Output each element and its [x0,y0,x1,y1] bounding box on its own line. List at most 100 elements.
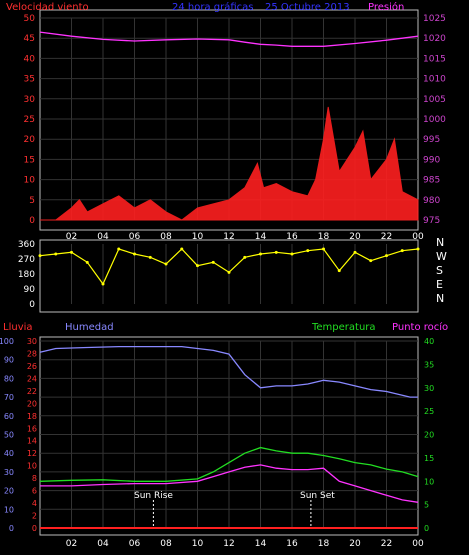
humidity-tick-label: 30 [4,468,14,477]
direction-point [369,259,373,263]
humidity-tick-label: 100 [0,337,14,346]
wind-tick-label: 10 [24,176,36,186]
top-x-tick-label: 08 [160,232,172,242]
wind-tick-label: 20 [24,135,36,145]
bottom-x-tick-label: 00 [412,539,424,549]
humidity-tick-label: 40 [4,449,14,458]
dewpoint-series [40,464,419,503]
rain-tick-label: 12 [27,449,37,458]
rain-tick-label: 8 [32,474,37,483]
bottom-x-tick-label: 10 [192,539,204,549]
top-x-tick-label: 06 [129,232,141,242]
bottom-x-tick-label: 22 [381,539,392,549]
rain-tick-label: 0 [32,524,37,533]
compass-letter: W [436,250,447,263]
direction-point [306,249,310,253]
top-x-tick-label: 18 [318,232,330,242]
compass-letter: N [436,236,444,249]
rain-tick-label: 28 [27,349,37,358]
temperature-tick-label: 35 [424,360,434,369]
humidity-tick-label: 80 [4,374,14,383]
rain-tick-label: 18 [27,412,37,421]
pressure-tick-label: 1025 [423,14,446,24]
top-x-tick-label: 12 [223,232,234,242]
direction-tick-label: 0 [29,300,35,310]
compass-letter: E [436,278,443,291]
wind-title: Velocidad viento [6,2,89,13]
direction-point [196,264,199,268]
temperature-tick-label: 5 [424,501,429,510]
temperature-tick-label: 10 [424,477,434,486]
temperature-tick-label: 40 [424,337,434,346]
top-x-tick-label: 02 [66,232,77,242]
pressure-tick-label: 1015 [423,54,446,64]
pressure-tick-label: 1005 [423,95,446,105]
rain-tick-label: 20 [27,399,37,408]
pressure-tick-label: 1010 [423,75,446,85]
rain-title: Lluvia [3,322,33,333]
direction-tick-label: 90 [24,285,36,295]
pressure-tick-label: 985 [423,176,440,186]
top-x-tick-label: 00 [412,232,424,242]
rain-tick-label: 22 [27,387,37,396]
wind-tick-label: 50 [24,14,36,24]
top-panel-frame [39,9,419,231]
pressure-tick-label: 1020 [423,34,446,44]
rain-tick-label: 24 [27,374,37,383]
direction-point [385,254,388,258]
direction-point [101,282,105,286]
direction-point [416,247,420,251]
wind-tick-label: 5 [29,196,35,206]
bottom-x-tick-label: 02 [66,539,77,549]
chart-date: 25 Octubre 2013 [265,2,350,13]
wind-tick-label: 30 [24,95,36,105]
top-x-tick-label: 20 [349,232,361,242]
humidity-tick-label: 0 [9,524,14,533]
wind-tick-label: 35 [24,75,35,85]
direction-point [54,252,58,256]
rain-tick-label: 4 [32,499,37,508]
bottom-x-tick-label: 14 [255,539,267,549]
temperature-tick-label: 15 [424,454,434,463]
wind-series [40,106,419,221]
compass-letter: S [436,264,443,277]
direction-point [274,250,278,254]
direction-point [211,260,215,264]
bottom-x-tick-label: 08 [160,539,172,549]
humidity-series [39,345,418,398]
humidity-title: Humedad [65,322,114,333]
direction-point [353,250,357,254]
pressure-tick-label: 995 [423,135,440,145]
wind-tick-label: 25 [24,115,35,125]
rain-tick-label: 16 [27,424,37,433]
pressure-tick-label: 980 [423,196,440,206]
rain-tick-label: 30 [27,337,37,346]
direction-point [164,262,168,266]
bottom-x-tick-label: 20 [349,539,361,549]
bottom-x-tick-label: 18 [318,539,330,549]
temperature-title: Temperatura [311,322,376,333]
sunset-label: Sun Set [300,491,335,501]
temperature-tick-label: 20 [424,431,434,440]
humidity-tick-label: 50 [4,431,14,440]
rain-tick-label: 2 [32,512,37,521]
temperature-tick-label: 0 [424,524,429,533]
top-x-tick-label: 10 [192,232,204,242]
direction-point [400,249,404,253]
wind-tick-label: 40 [24,54,36,64]
direction-tick-label: 360 [18,240,35,250]
top-x-tick-label: 16 [286,232,298,242]
humidity-tick-label: 70 [4,393,14,402]
chart-title: 24 hora gráficas [172,1,254,13]
rain-tick-label: 10 [27,462,37,471]
direction-tick-label: 180 [18,270,35,280]
humidity-tick-label: 60 [4,412,14,421]
direction-tick-label: 270 [18,255,35,265]
dir-panel-frame [39,239,419,313]
wind-tick-label: 0 [29,216,35,226]
wind-tick-label: 45 [24,34,35,44]
direction-point [133,252,136,256]
pressure-title: Presión [368,1,404,13]
